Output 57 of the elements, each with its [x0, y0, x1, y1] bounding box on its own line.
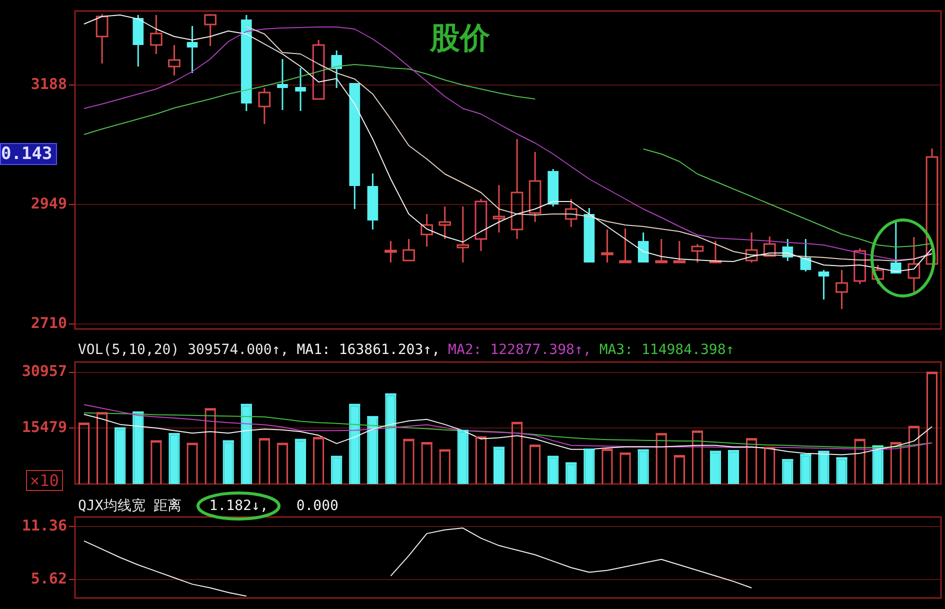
y-tick-label: 5.62	[30, 569, 67, 588]
candlestick	[800, 238, 812, 272]
candlestick	[492, 184, 506, 234]
text: 0.143	[0, 143, 58, 165]
candlestick	[601, 228, 614, 264]
candlestick	[709, 240, 722, 264]
y-tick-label: 15479	[22, 418, 67, 436]
candlestick	[655, 238, 668, 264]
candlestick	[745, 232, 758, 264]
candlestick	[818, 269, 830, 300]
y-axis-title: ×10	[26, 470, 63, 491]
candlestick	[872, 264, 884, 285]
candlestick	[331, 50, 342, 89]
candlestick	[204, 13, 216, 47]
candlestick	[402, 238, 415, 262]
y-tick-label: 2710	[30, 314, 67, 332]
y-tick-label: 3188	[30, 74, 67, 93]
text: MA3: 114984.398↑	[599, 342, 734, 358]
text: 距离 1.182↓, 0.000	[153, 498, 338, 514]
candlestick	[420, 213, 433, 248]
candlestick	[474, 198, 488, 252]
y-tick-label: 11.36	[22, 516, 67, 534]
text: MA2: 122877.398↑,	[448, 342, 592, 358]
candlestick	[96, 13, 108, 64]
candlestick	[240, 14, 252, 112]
candlestick	[638, 232, 649, 262]
candlestick	[890, 220, 902, 274]
candlestick	[548, 168, 559, 208]
candlestick	[168, 44, 180, 76]
candlestick	[836, 269, 848, 310]
candlestick	[384, 240, 397, 264]
candlestick	[150, 14, 162, 55]
candlestick	[258, 87, 271, 125]
candlestick	[584, 207, 595, 262]
candlestick	[673, 240, 686, 264]
candlestick	[367, 172, 378, 230]
candlestick	[186, 25, 198, 74]
candlestick	[132, 14, 144, 68]
candlestick	[456, 206, 470, 264]
candlestick	[349, 83, 360, 210]
text: MA1: 163861.203↑,	[296, 342, 440, 358]
candlestick	[926, 148, 938, 265]
candlestick	[277, 58, 288, 111]
candlestick	[908, 236, 920, 293]
y-tick-label: 30957	[22, 362, 67, 380]
candlestick	[564, 198, 578, 228]
candlestick	[619, 228, 632, 264]
candlestick	[312, 39, 325, 100]
candlestick	[295, 67, 306, 112]
chart-title: QJX均线宽	[78, 497, 146, 515]
candlestick	[528, 151, 542, 223]
annotation: 股价	[430, 20, 490, 58]
candlestick	[691, 243, 704, 264]
chart-title: VOL(5,10,20) 309574.000↑,	[78, 342, 289, 358]
candlestick	[510, 138, 524, 240]
y-tick-label: 2949	[30, 194, 67, 212]
candlestick	[438, 206, 452, 240]
